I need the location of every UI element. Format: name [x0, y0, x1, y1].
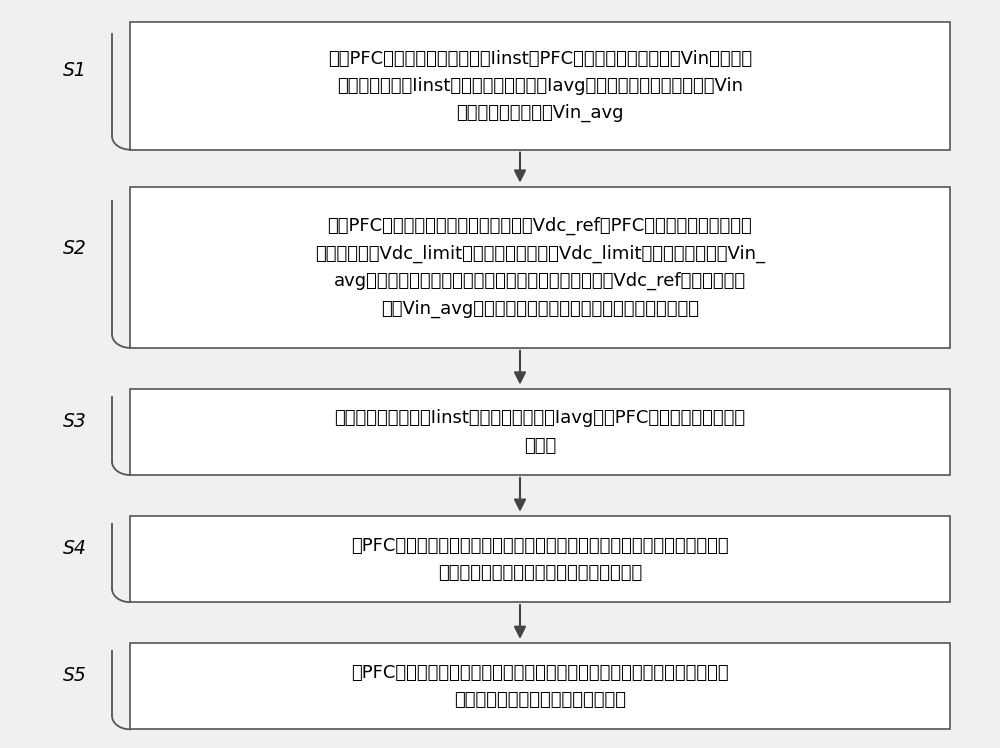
- Text: 获取PFC电路输出端的直流母线电压给定Vdc_ref和PFC电路输出端的电解电容
的耐压上限値Vdc_limit，并根据耐压上限値Vdc_limit和输入电压平: 获取PFC电路输出端的直流母线电压给定Vdc_ref和PFC电路输出端的电解电容…: [315, 217, 765, 318]
- FancyBboxPatch shape: [130, 22, 950, 150]
- Text: S5: S5: [63, 666, 87, 685]
- Text: 检测PFC电路的输入电流瞬时値Iinst和PFC电路的输入电压瞬时値Vin，并根据
输入电流瞬时値Iinst计算输入电流平均値Iavg，以及根据输入电压瞬时値V: 检测PFC电路的输入电流瞬时値Iinst和PFC电路的输入电压瞬时値Vin，并根…: [328, 50, 752, 122]
- Text: S2: S2: [63, 239, 87, 257]
- FancyBboxPatch shape: [130, 187, 950, 348]
- Text: S3: S3: [63, 412, 87, 431]
- FancyBboxPatch shape: [130, 516, 950, 602]
- Text: 根据输入电流瞬时値Iinst和输入电流平均値Iavg判断PFC电路的输入电流的变
化态势: 根据输入电流瞬时値Iinst和输入电流平均値Iavg判断PFC电路的输入电流的变…: [334, 409, 746, 455]
- FancyBboxPatch shape: [130, 389, 950, 475]
- Text: 当PFC电路的输入电流处于下降过程中时，根据升压比的调节上限和升压比的
第二调节下限获取升压比的调节范围: 当PFC电路的输入电流处于下降过程中时，根据升压比的调节上限和升压比的 第二调节…: [351, 663, 729, 709]
- Text: 当PFC电路的输入电流处于稳态或上升过程中时，根据升压比的调节上限和升
压比的第一调节下限获取升压比的调节范围: 当PFC电路的输入电流处于稳态或上升过程中时，根据升压比的调节上限和升 压比的第…: [351, 536, 729, 582]
- Text: S4: S4: [63, 539, 87, 558]
- Text: S1: S1: [63, 61, 87, 80]
- FancyBboxPatch shape: [130, 643, 950, 729]
